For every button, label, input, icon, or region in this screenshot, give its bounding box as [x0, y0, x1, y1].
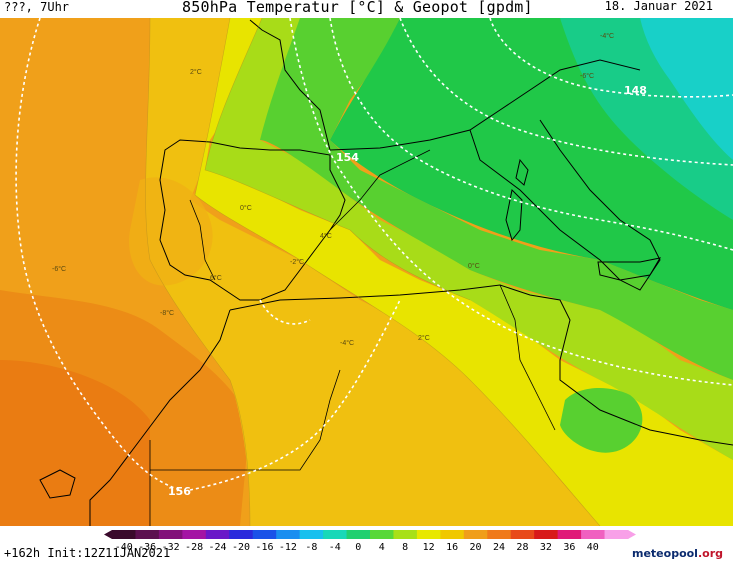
- scale-swatch: [323, 530, 348, 539]
- temperature-labels: 2°C 0°C -2°C -4°C -6°C -8°C 6°C 4°C -6°C…: [52, 32, 614, 347]
- scale-tick-label: 12: [423, 542, 435, 553]
- coastlines: [39, 19, 733, 526]
- scale-swatch: [135, 530, 160, 539]
- scale-tick-label: -32: [162, 542, 180, 553]
- scale-tick-label: -40: [115, 542, 133, 553]
- scale-swatch: [463, 530, 488, 539]
- scale-swatch: [581, 530, 606, 539]
- scale-swatch: [158, 530, 183, 539]
- scale-tick-label: 0: [355, 542, 361, 553]
- footer-bar: -40 -36 -32 -28 -24 -20 -16 -12 -8 -4 0 4 8 12 16 20 24 2…: [0, 526, 733, 566]
- temperature-label: -2°C: [290, 258, 304, 266]
- scale-swatch: [205, 530, 230, 539]
- scale-swatch: [252, 530, 277, 539]
- init-time-label: +162h Init:12Z11JAN2021: [4, 546, 171, 560]
- scale-tick-label: 40: [587, 542, 599, 553]
- country-borders: [149, 149, 556, 526]
- valid-date-label: 18. Januar 2021: [604, 0, 713, 13]
- scale-swatch: [182, 530, 207, 539]
- temperature-label: 4°C: [320, 232, 332, 240]
- chart-title: 850hPa Temperatur [°C] & Geopot [gpdm]: [182, 0, 533, 16]
- scale-bars: [104, 530, 636, 539]
- logo-main: meteopool: [632, 547, 698, 560]
- temperature-label: 0°C: [468, 262, 480, 270]
- scale-tick-label: 20: [470, 542, 482, 553]
- header-bar: ???, 7Uhr 850hPa Temperatur [°C] & Geopo…: [0, 0, 733, 18]
- meteopool-logo[interactable]: meteopool.org: [632, 547, 723, 560]
- scale-tick-label: -4: [329, 542, 341, 553]
- scale-tick-label: 36: [563, 542, 575, 553]
- map-canvas: 154 148 156 2°C 0°C -2°C -4°C -6°C -8°C …: [0, 18, 733, 526]
- scale-tick-label: -16: [255, 542, 273, 553]
- temperature-label: 6°C: [210, 274, 222, 282]
- scale-ticks: -40 -36 -32 -28 -24 -20 -16 -12 -8 -4 0 4 8 12 16 20 24 2…: [115, 542, 599, 553]
- scale-swatch: [604, 530, 629, 539]
- scale-end-right: [628, 530, 636, 539]
- valid-time-label: ???, 7Uhr: [4, 0, 70, 14]
- scale-tick-label: -12: [279, 542, 297, 553]
- scale-swatch: [346, 530, 371, 539]
- temperature-label: 2°C: [418, 334, 430, 342]
- temperature-color-scale: -40 -36 -32 -28 -24 -20 -16 -12 -8 -4 0 4 8 12 16 20 24 2…: [104, 530, 636, 553]
- temperature-label: -4°C: [340, 339, 354, 347]
- geopot-label-156: 156: [168, 485, 191, 498]
- scale-swatch: [393, 530, 418, 539]
- scale-tick-label: -36: [138, 542, 156, 553]
- geopot-label-148: 148: [624, 84, 647, 97]
- scale-swatch: [557, 530, 582, 539]
- scale-swatch: [112, 530, 136, 539]
- temperature-label: 2°C: [190, 68, 202, 76]
- scale-swatch: [510, 530, 535, 539]
- geopot-label-154: 154: [336, 151, 359, 164]
- scale-swatch: [487, 530, 512, 539]
- scale-tick-label: 32: [540, 542, 552, 553]
- scale-tick-label: -24: [209, 542, 227, 553]
- geopotential-contours: [15, 18, 733, 491]
- scale-swatch: [534, 530, 559, 539]
- temperature-label: -6°C: [580, 72, 594, 80]
- scale-swatch: [440, 530, 465, 539]
- scale-tick-label: -28: [185, 542, 203, 553]
- scale-swatch: [370, 530, 394, 539]
- scale-swatch: [299, 530, 324, 539]
- scale-tick-label: 16: [446, 542, 458, 553]
- scale-tick-label: 4: [379, 542, 385, 553]
- temperature-label: -4°C: [600, 32, 614, 40]
- temperature-label: 0°C: [240, 204, 252, 212]
- scale-tick-label: -8: [305, 542, 317, 553]
- logo-tld: .org: [697, 547, 724, 560]
- temperature-label: -6°C: [52, 265, 66, 273]
- temperature-label: -8°C: [160, 309, 174, 317]
- scale-end-left: [104, 530, 112, 539]
- scale-swatch: [276, 530, 301, 539]
- scale-swatch: [416, 530, 441, 539]
- scale-tick-label: 28: [516, 542, 528, 553]
- scale-swatch: [229, 530, 254, 539]
- isotherm-contours: [145, 18, 601, 526]
- temperature-map: 154 148 156 2°C 0°C -2°C -4°C -6°C -8°C …: [0, 18, 733, 526]
- scale-tick-label: -20: [232, 542, 250, 553]
- scale-tick-label: 8: [402, 542, 408, 553]
- scale-tick-label: 24: [493, 542, 505, 553]
